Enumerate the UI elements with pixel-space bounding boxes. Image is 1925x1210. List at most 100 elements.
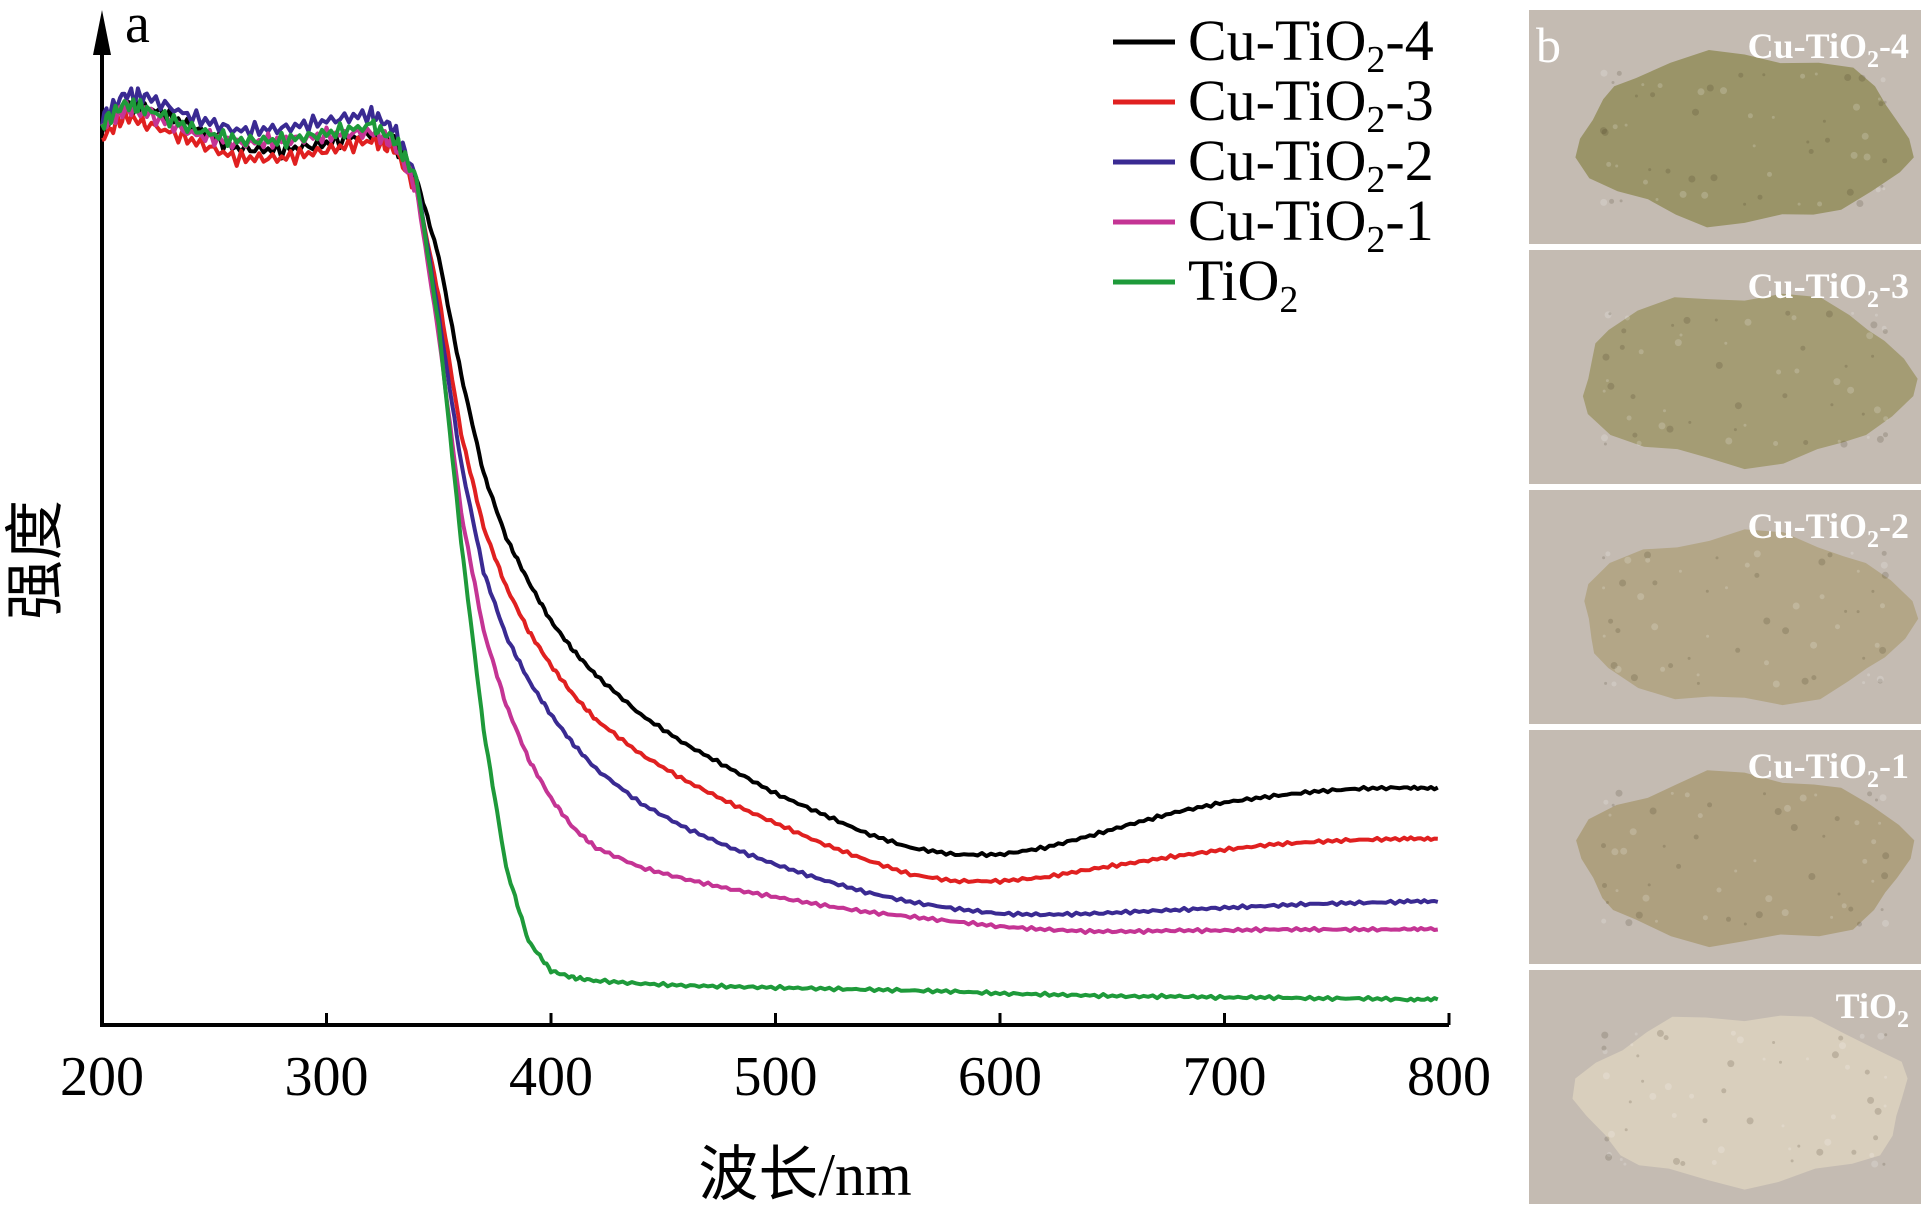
powder-speckle [1827, 552, 1833, 558]
powder-speckle [1615, 789, 1623, 797]
powder-heap [1572, 1015, 1908, 1190]
powder-heap [1575, 50, 1914, 228]
powder-speckle [1859, 1033, 1865, 1039]
powder-speckle [1608, 618, 1614, 624]
powder-speckle [1869, 1152, 1875, 1158]
powder-speckle [1873, 1135, 1879, 1141]
powder-speckle [1604, 1136, 1610, 1142]
series-group [100, 86, 1439, 1003]
powder-speckle [1880, 77, 1886, 83]
powder-speckle [1753, 550, 1761, 558]
powder-speckle [1711, 1160, 1717, 1165]
legend-label: Cu-TiO2-1 [1188, 188, 1434, 261]
powder-speckle [1880, 561, 1888, 569]
powder-speckle [1844, 74, 1852, 81]
powder-speckle [1658, 422, 1666, 430]
powder-speckle [1687, 656, 1691, 660]
powder-speckle [1619, 1158, 1623, 1161]
powder-speckle [1601, 1031, 1609, 1039]
powder-speckle [1781, 1124, 1785, 1128]
powder-speckle [1875, 798, 1878, 802]
powder-speckle [1625, 919, 1633, 927]
powder-speckle [1763, 617, 1771, 625]
powder-speckle [1884, 1075, 1888, 1079]
powder-speckle [1835, 624, 1840, 630]
powder-speckle [1856, 569, 1860, 573]
powder-speckle [1697, 88, 1705, 96]
powder-speckle [1806, 1057, 1809, 1061]
powder-speckle [1744, 318, 1752, 326]
powder-speckle [1875, 187, 1881, 193]
powder-speckle [1696, 673, 1700, 677]
powder-speckle [1862, 858, 1868, 864]
powder-speckle [1883, 1104, 1887, 1108]
powder-speckle [1819, 594, 1825, 600]
panel-b-letter: b [1536, 17, 1561, 73]
powder-speckle [1676, 863, 1682, 869]
powder-speckle [1825, 137, 1830, 143]
powder-speckle [1702, 1118, 1708, 1124]
powder-speckle [1797, 202, 1801, 206]
x-tick-label: 400 [509, 1046, 593, 1108]
powder-speckle [1696, 681, 1700, 685]
powder-speckle [1881, 550, 1887, 556]
powder-heap [1576, 770, 1915, 948]
powder-speckle [1866, 435, 1870, 439]
powder-speckle [1782, 627, 1790, 635]
x-tick-label: 500 [734, 1046, 818, 1108]
powder-speckle [1862, 656, 1866, 660]
powder-speckle [1734, 869, 1738, 873]
powder-speckle [1619, 579, 1627, 587]
powder-speckle [1642, 894, 1650, 902]
powder-speckle [1735, 647, 1741, 653]
powder-speckle [1648, 168, 1652, 172]
powder-speckle [1862, 681, 1866, 685]
powder-speckle [1847, 386, 1855, 394]
powder-speckle [1782, 393, 1788, 399]
powder-speckle [1611, 803, 1615, 807]
powder-speckle [1651, 623, 1659, 631]
powder-speckle [1867, 673, 1871, 677]
legend-label: TiO2 [1188, 248, 1298, 321]
powder-speckle [1871, 839, 1877, 845]
powder-speckle [1797, 1144, 1801, 1148]
powder-speckle [1830, 915, 1834, 919]
powder-speckle [1637, 593, 1645, 601]
powder-speckle [1688, 420, 1692, 424]
x-tick-label: 800 [1407, 1046, 1491, 1108]
powder-speckle [1730, 1030, 1736, 1036]
powder-speckle [1779, 1060, 1782, 1064]
powder-speckle [1683, 316, 1691, 324]
powder-speckle [1822, 834, 1826, 838]
y-axis-arrow-icon [93, 10, 111, 55]
powder-speckle [1824, 1138, 1832, 1146]
y-axis-title: 强度 [3, 500, 69, 620]
powder-speckle [1674, 339, 1682, 347]
powder-speckle [1600, 198, 1608, 206]
series-line-tio2 [100, 97, 1439, 1003]
x-tick-label: 300 [285, 1046, 369, 1108]
powder-speckle [1882, 919, 1889, 927]
powder-speckle [1630, 394, 1636, 400]
powder-speckle [1693, 834, 1699, 840]
powder-speckle [1808, 873, 1816, 880]
powder-speckle [1679, 190, 1687, 198]
powder-speckle [1601, 843, 1606, 849]
powder-speckle [1763, 792, 1766, 796]
powder-speckle [1634, 94, 1638, 98]
powder-speckle [1781, 909, 1789, 917]
powder-speckle [1643, 179, 1648, 185]
x-tick-label: 600 [958, 1046, 1042, 1108]
powder-speckle [1825, 310, 1833, 318]
powder-speckle [1602, 556, 1606, 560]
powder-speckle [1873, 406, 1881, 414]
powder-speckle [1767, 171, 1772, 177]
powder-speckle [1636, 1054, 1640, 1058]
powder-speckle [1665, 168, 1671, 174]
powder-speckle [1706, 634, 1710, 638]
powder-speckle [1652, 580, 1658, 586]
powder-speckle [1762, 73, 1766, 77]
powder-speckle [1876, 675, 1884, 683]
